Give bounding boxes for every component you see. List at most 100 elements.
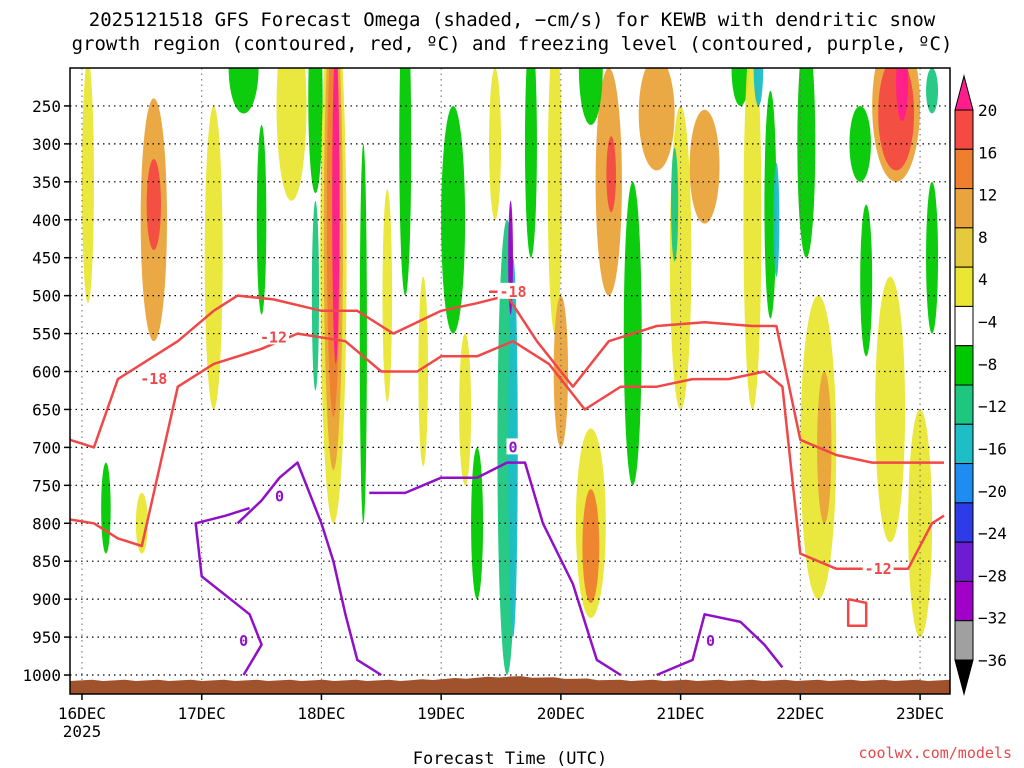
omega-cell-32 (606, 136, 616, 213)
colorbar-label-1: 16 (978, 143, 997, 162)
colorbar-label-4: 4 (978, 270, 988, 289)
omega-cell-7 (256, 124, 267, 315)
chart-title: 2025121518 GFS Forecast Omega (shaded, −… (0, 8, 1024, 56)
omega-cell-55 (926, 68, 939, 114)
dendritic-contour-line-1 (70, 294, 944, 464)
dendritic-contour-label-0: -12 (260, 328, 287, 346)
x-tick-label-7: 23DEC (896, 704, 944, 723)
dendritic-contour-line-0 (70, 332, 945, 571)
credit-text[interactable]: coolwx.com/models (858, 744, 1012, 762)
x-tick-label-1: 17DEC (178, 704, 226, 723)
colorbar-segment-6 (954, 305, 974, 347)
colorbar-segment-12 (954, 541, 974, 582)
omega-cell-9 (308, 68, 323, 194)
omega-shading (81, 68, 939, 676)
omega-cell-40 (743, 68, 762, 410)
title-line-2: growth region (contoured, red, ºC) and f… (71, 33, 953, 55)
colorbar-label-10: −24 (978, 524, 1007, 543)
colorbar-segment-5 (954, 266, 974, 307)
x-tick-label-5: 21DEC (657, 704, 705, 723)
colorbar-label-0: 20 (978, 101, 997, 120)
y-tick-label-550: 550 (32, 325, 61, 344)
y-tick-label-900: 900 (32, 590, 61, 609)
omega-cell-2 (81, 68, 94, 304)
y-tick-label-750: 750 (32, 476, 61, 495)
y-tick-label-350: 350 (32, 173, 61, 192)
y-tick-label-650: 650 (32, 400, 61, 419)
omega-cell-26 (524, 68, 537, 258)
omega-cell-6 (228, 68, 259, 114)
freezing-contour-line-1 (194, 506, 263, 676)
dendritic-contour-label-bg-1 (138, 370, 170, 387)
omega-cell-49 (878, 68, 915, 171)
omega-cell-51 (860, 204, 873, 357)
colorbar-segment-14 (954, 620, 974, 661)
omega-cell-42 (773, 162, 780, 277)
x-tick-label-0: 16DEC (58, 704, 106, 723)
colorbar-segment-10 (954, 463, 974, 504)
y-tick-label-250: 250 (32, 97, 61, 116)
omega-cell-41 (764, 90, 777, 319)
omega-cell-22 (489, 68, 502, 220)
colorbar-segment-11 (954, 502, 974, 543)
colorbar-top-arrow (954, 74, 974, 111)
colorbar-bottom-arrow (954, 659, 974, 696)
title-line-1: 2025121518 GFS Forecast Omega (shaded, −… (88, 9, 936, 31)
omega-cell-54 (926, 181, 939, 334)
omega-cell-44 (797, 68, 816, 258)
y-tick-label-850: 850 (32, 552, 61, 571)
omega-cell-27 (547, 68, 563, 334)
colorbar-label-9: −20 (978, 482, 1007, 501)
y-tick-label-600: 600 (32, 363, 61, 382)
freezing-contour-line-3 (656, 613, 784, 677)
y-tick-label-400: 400 (32, 211, 61, 230)
x-tick-sublabel-0: 2025 (63, 722, 102, 741)
dendritic-contour-label-bg-2 (497, 282, 529, 299)
y-tick-label-950: 950 (32, 628, 61, 647)
colorbar-segment-3 (954, 188, 974, 229)
colorbar-label-3: 8 (978, 228, 988, 247)
omega-cell-14 (311, 200, 320, 391)
x-tick-label-3: 19DEC (417, 704, 465, 723)
omega-cell-38 (689, 109, 720, 224)
freezing-contour-label-bg-3 (704, 631, 718, 648)
y-axis: 250 300 350 400 450 500 550 600 650 700 750 800 850 9… (22, 97, 70, 685)
dendritic-contour-label-1: -18 (140, 370, 167, 388)
omega-cell-50 (896, 68, 909, 122)
freezing-contour-label-bg-0 (273, 487, 287, 504)
omega-cell-20 (459, 333, 472, 486)
y-tick-label-450: 450 (32, 249, 61, 268)
colorbar-label-6: −8 (978, 355, 997, 374)
y-tick-label-700: 700 (32, 438, 61, 457)
omega-cell-13 (332, 68, 340, 364)
omega-cell-3 (101, 462, 111, 554)
colorbar-label-12: −32 (978, 609, 1007, 628)
dendritic-contour-label-bg-3 (862, 559, 894, 576)
colorbar-segment-1 (954, 109, 974, 150)
x-tick-label-2: 18DEC (297, 704, 345, 723)
colorbar-segment-9 (954, 423, 974, 465)
omega-cell-53 (908, 409, 933, 638)
dendritic-contour-label-2: -18 (499, 283, 526, 301)
colorbar-segment-8 (954, 384, 974, 425)
freezing-contour-label-1: 0 (239, 632, 248, 650)
colorbar-segment-4 (954, 227, 974, 268)
omega-cell-17 (399, 68, 412, 296)
contours: -12 -18 -18 -12 0 0 0 0 (70, 282, 945, 677)
colorbar-label-2: 12 (978, 186, 997, 205)
omega-cell-37 (671, 147, 679, 262)
colorbar-label-8: −16 (978, 439, 1007, 458)
dendritic-contour-label-bg-0 (258, 328, 290, 345)
colorbar-segment-13 (954, 580, 974, 622)
omega-cell-43 (753, 68, 764, 106)
y-tick-label-800: 800 (32, 514, 61, 533)
x-tick-label-4: 20DEC (537, 704, 585, 723)
omega-cell-19 (441, 105, 466, 334)
y-tick-label-300: 300 (32, 135, 61, 154)
terrain-fill (70, 676, 950, 694)
plot-frame (69, 67, 951, 695)
omega-cell-39 (731, 68, 750, 106)
y-tick-label-1000: 1000 (22, 666, 61, 685)
